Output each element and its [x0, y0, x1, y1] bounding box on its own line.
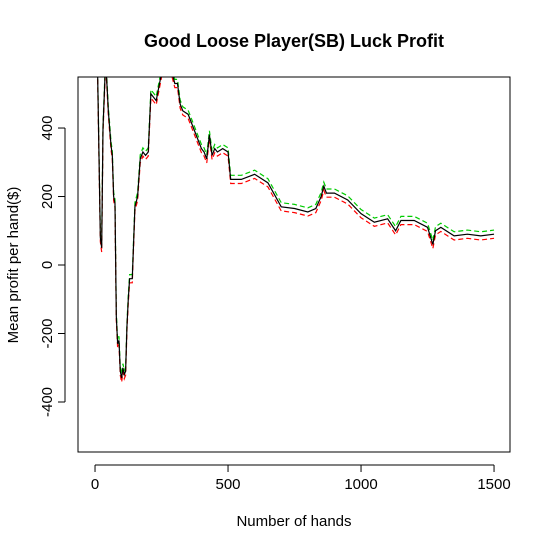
x-axis-label: Number of hands — [236, 513, 351, 530]
series-line — [97, 77, 495, 375]
x-tick-label: 0 — [91, 476, 99, 493]
y-tick-label: -200 — [39, 318, 56, 348]
chart-title: Good Loose Player(SB) Luck Profit — [144, 31, 444, 51]
plot-box — [77, 76, 511, 453]
y-tick-label: 400 — [39, 116, 56, 141]
y-tick-label: 200 — [39, 184, 56, 209]
y-tick-label: 0 — [39, 261, 56, 269]
x-tick-label: 1000 — [344, 476, 377, 493]
plot-area — [96, 77, 495, 383]
y-tick-label: -400 — [39, 387, 56, 417]
x-tick-label: 500 — [216, 476, 241, 493]
series-line — [97, 77, 495, 379]
y-axis-label: Mean profit per hand($) — [5, 187, 22, 344]
x-tick-label: 1500 — [477, 476, 510, 493]
